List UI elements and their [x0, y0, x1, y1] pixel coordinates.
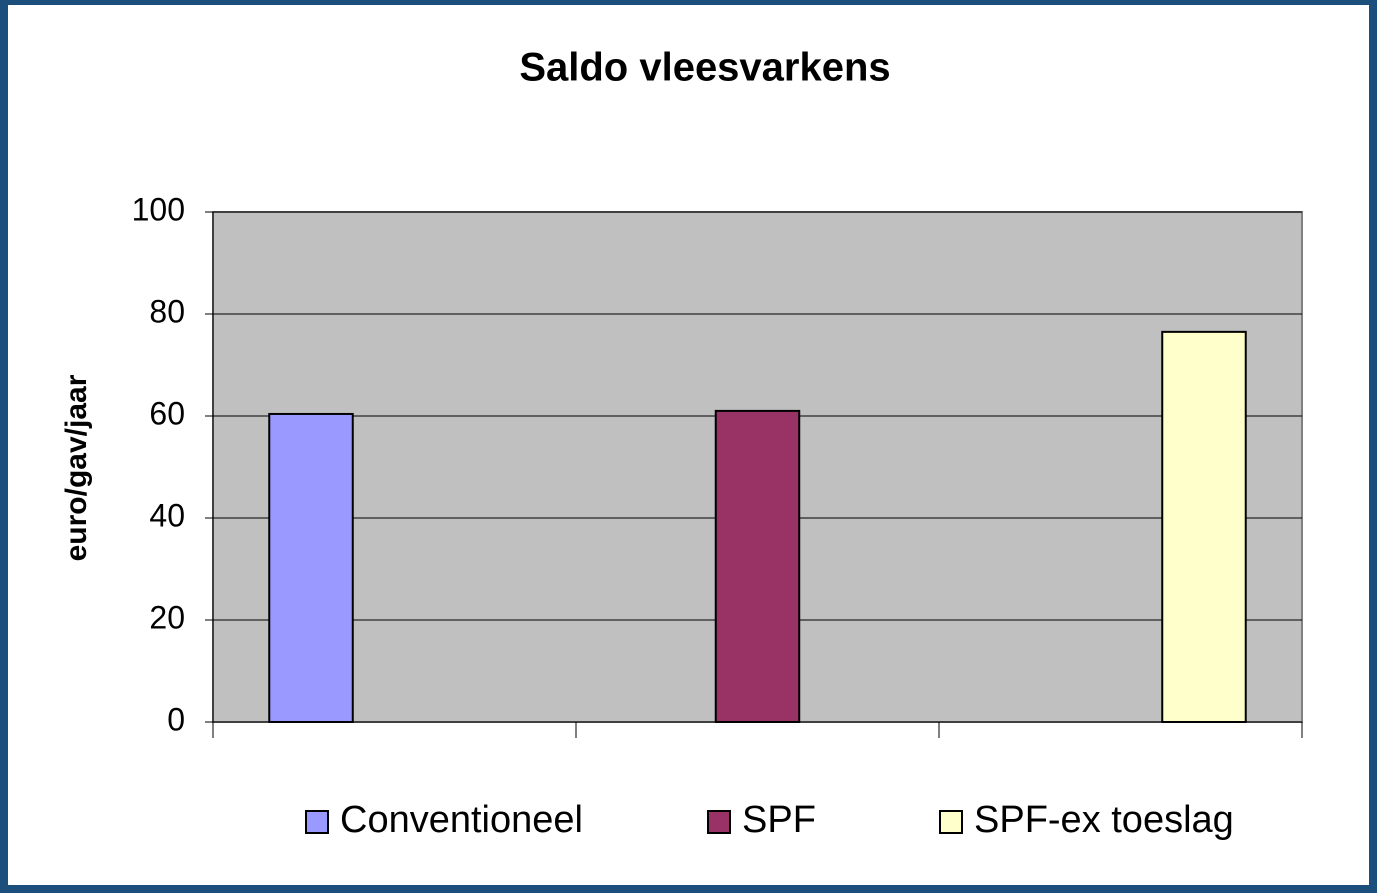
- bar: [1161, 330, 1247, 723]
- y-tick-label: 60: [149, 395, 185, 431]
- legend-label: SPF: [742, 799, 816, 841]
- y-tick-label: 100: [132, 191, 185, 227]
- legend-label: Conventioneel: [340, 799, 583, 841]
- y-tick-label: 0: [167, 701, 185, 737]
- legend-swatch: [707, 810, 731, 834]
- bar: [714, 409, 801, 723]
- y-tick-label: 20: [149, 599, 185, 635]
- legend-label: SPF-ex toeslag: [974, 799, 1234, 841]
- y-axis-label: euro/gav/jaar: [60, 374, 93, 561]
- y-tick-label: 40: [149, 497, 185, 533]
- legend-swatch: [305, 810, 329, 834]
- y-tick-label: 80: [149, 293, 185, 329]
- bar: [268, 412, 354, 723]
- chart-title: Saldo vleesvarkens: [519, 46, 890, 90]
- legend-swatch: [939, 810, 963, 834]
